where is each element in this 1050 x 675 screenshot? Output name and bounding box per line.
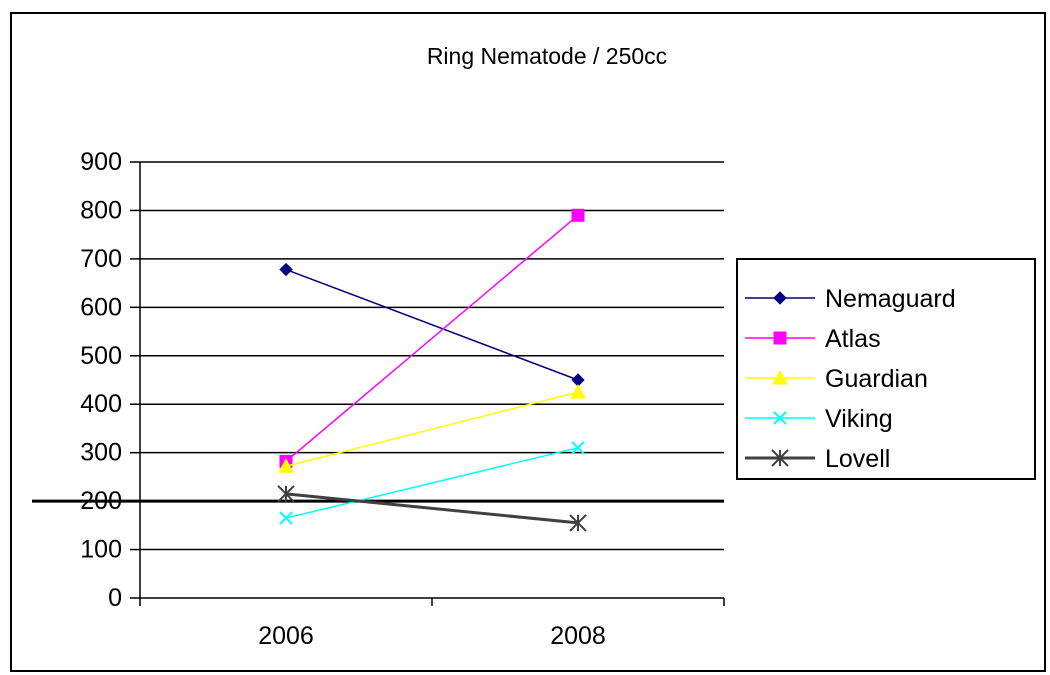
legend-marker-lovell (771, 449, 789, 467)
series-line-viking (285, 447, 579, 519)
point-guardian-2006 (278, 458, 294, 473)
legend-label-lovell: Lovell (825, 445, 890, 473)
y-tick-label-500: 500 (80, 342, 122, 370)
y-tick-label-900: 900 (80, 148, 122, 176)
line-chart: Ring Nematode / 250cc 010020030040050060… (32, 43, 1036, 650)
legend-box (736, 258, 1036, 480)
series-line-nemaguard (285, 268, 579, 381)
series-line-atlas (285, 214, 579, 462)
y-tick-label-800: 800 (80, 196, 122, 224)
legend-label-guardian: Guardian (825, 365, 928, 393)
point-guardian-2008 (570, 384, 586, 399)
legend-marker-nemaguard (773, 291, 787, 305)
y-tick-label-700: 700 (80, 245, 122, 273)
series-layer (277, 208, 587, 532)
y-tick-label-600: 600 (80, 293, 122, 321)
x-tick-label-2008: 2008 (550, 622, 606, 650)
point-lovell-2008 (569, 514, 587, 532)
chart-title: Ring Nematode / 250cc (427, 43, 667, 69)
y-tick-label-300: 300 (80, 439, 122, 467)
legend-label-atlas: Atlas (825, 325, 881, 353)
legend-label-viking: Viking (825, 405, 893, 433)
gridlines (140, 161, 724, 551)
legend-marker-viking (773, 411, 787, 425)
point-atlas-2008 (571, 208, 585, 222)
series-line-guardian (285, 391, 579, 467)
legend-marker-atlas (773, 331, 787, 345)
y-tick-label-400: 400 (80, 390, 122, 418)
point-nemaguard-2006 (279, 262, 293, 277)
point-viking-2008 (571, 441, 585, 455)
point-viking-2006 (279, 511, 293, 525)
point-lovell-2006 (277, 485, 295, 503)
y-tick-label-0: 0 (108, 584, 122, 612)
chart-frame: Ring Nematode / 250cc 0 100 200 300 400 500 60… (10, 12, 1046, 672)
y-tick-label-100: 100 (80, 536, 122, 564)
legend: Nemaguard Atlas Guardian Viking Lovell (736, 258, 1036, 480)
legend-marker-guardian (772, 369, 788, 385)
series-line-lovell (285, 492, 579, 525)
x-tick-label-2006: 2006 (258, 622, 314, 650)
legend-label-nemaguard: Nemaguard (825, 285, 956, 313)
